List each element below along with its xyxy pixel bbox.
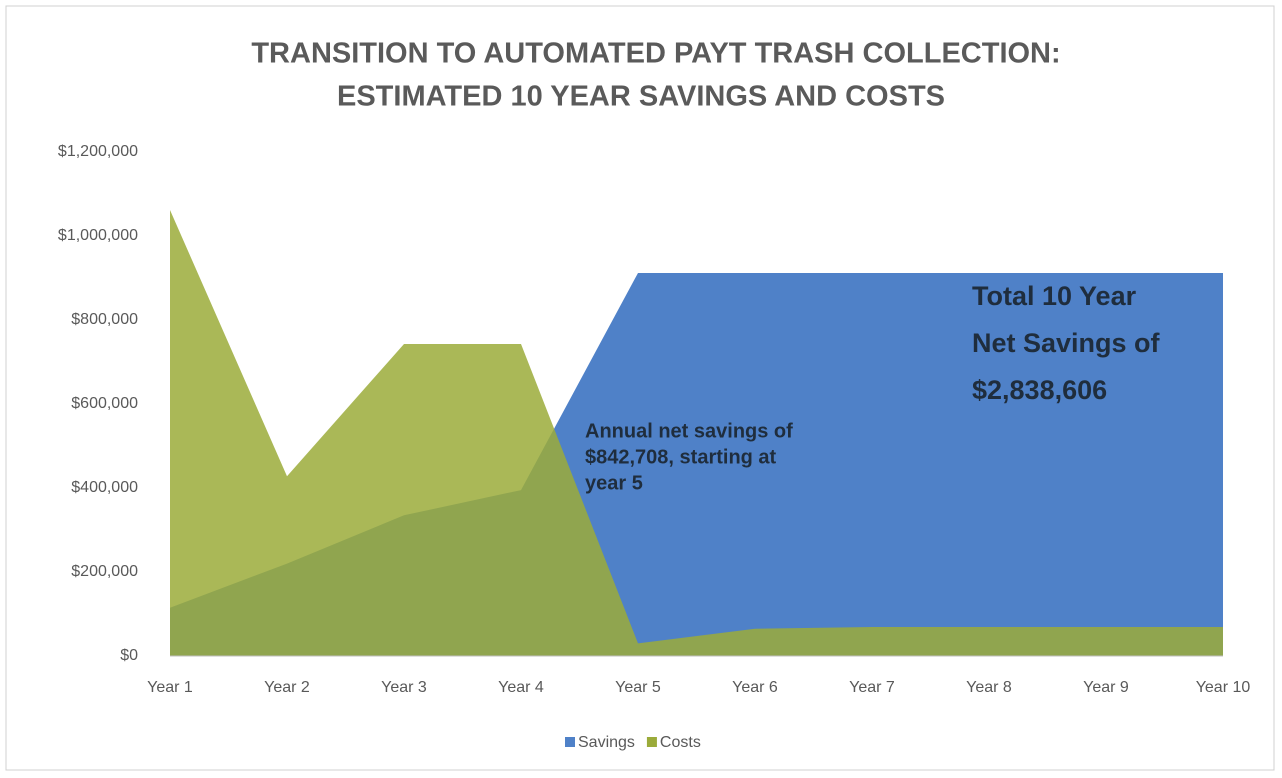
legend-swatch bbox=[646, 737, 657, 747]
annotation: $2,838,606 bbox=[972, 375, 1107, 405]
annotation: Annual net savings of bbox=[585, 420, 793, 442]
y-tick-label: $600,000 bbox=[71, 395, 138, 412]
chart-title: TRANSITION TO AUTOMATED PAYT TRASH COLLE… bbox=[251, 38, 1060, 70]
area bbox=[170, 209, 1223, 656]
annotation: year 5 bbox=[585, 472, 643, 494]
x-tick-label: Year 7 bbox=[849, 679, 895, 696]
annotation: Total 10 Year bbox=[972, 281, 1137, 311]
x-tick-label: Year 5 bbox=[615, 679, 661, 696]
y-tick-label: $200,000 bbox=[71, 563, 138, 580]
annotation: Net Savings of bbox=[972, 328, 1161, 358]
legend-label: Costs bbox=[660, 734, 701, 751]
y-tick-label: $400,000 bbox=[71, 479, 138, 496]
x-tick-label: Year 4 bbox=[498, 679, 544, 696]
y-tick-label: $800,000 bbox=[71, 311, 138, 328]
legend-label: Savings bbox=[578, 734, 635, 751]
x-tick-label: Year 10 bbox=[1196, 679, 1251, 696]
chart-title: ESTIMATED 10 YEAR SAVINGS AND COSTS bbox=[337, 81, 945, 113]
x-tick-label: Year 1 bbox=[147, 679, 193, 696]
x-tick-label: Year 8 bbox=[966, 679, 1012, 696]
x-tick-label: Year 6 bbox=[732, 679, 778, 696]
y-tick-label: $1,000,000 bbox=[58, 227, 138, 244]
x-tick-label: Year 3 bbox=[381, 679, 427, 696]
annotation: $842,708, starting at bbox=[585, 446, 777, 468]
y-tick-label: $1,200,000 bbox=[58, 143, 138, 160]
legend-swatch bbox=[565, 737, 575, 747]
x-tick-label: Year 9 bbox=[1083, 679, 1129, 696]
y-tick-label: $0 bbox=[120, 647, 138, 664]
x-tick-label: Year 2 bbox=[264, 679, 310, 696]
